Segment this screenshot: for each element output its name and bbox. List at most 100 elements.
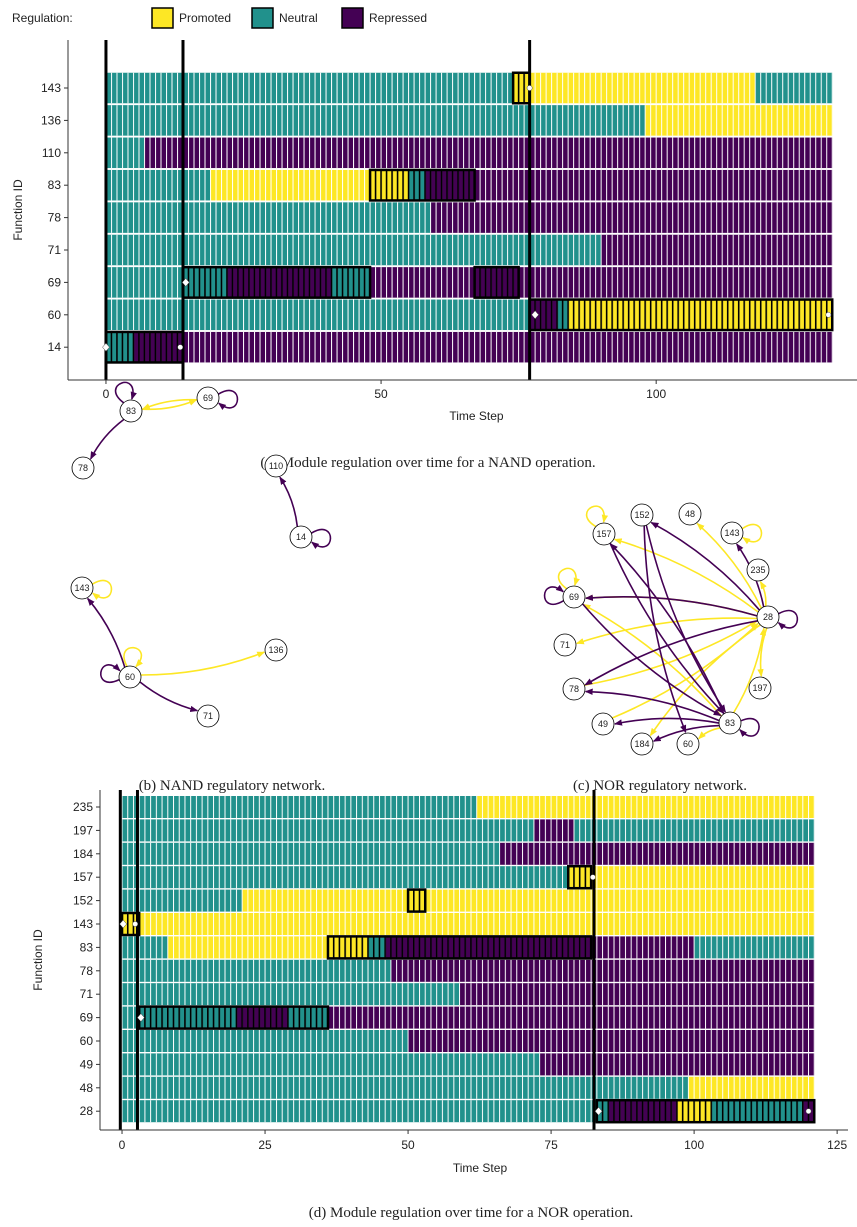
edge <box>90 418 125 460</box>
edge <box>652 724 720 742</box>
edge <box>585 505 609 528</box>
y-tick-label: 49 <box>80 1057 94 1071</box>
y-tick-label: 60 <box>80 1034 94 1048</box>
x-tick-label: 0 <box>103 387 110 401</box>
node-label: 136 <box>268 645 283 655</box>
node-label: 143 <box>724 528 739 538</box>
cell-stripes <box>122 866 815 889</box>
y-tick-label: 184 <box>73 847 93 861</box>
node <box>678 502 702 526</box>
edge <box>759 580 767 607</box>
edge <box>99 663 121 683</box>
cell-stripes <box>122 1030 815 1052</box>
node-label: 71 <box>560 640 570 650</box>
marker-dot <box>132 921 139 927</box>
cell-stripes <box>105 72 833 104</box>
highlight-box <box>104 330 185 364</box>
node <box>562 585 586 609</box>
node <box>196 704 220 728</box>
node-label: 235 <box>750 565 765 575</box>
caption: (d) Module regulation over time for a NO… <box>309 1205 634 1221</box>
node-label: 78 <box>569 684 579 694</box>
node-label: 78 <box>78 463 88 473</box>
highlight-box <box>567 864 593 890</box>
y-axis-label: Function ID <box>11 179 25 241</box>
marker-dot <box>590 874 596 881</box>
marker-dot <box>526 85 533 91</box>
edge <box>217 389 239 411</box>
edge <box>696 522 763 609</box>
edge <box>543 584 565 606</box>
x-tick-label: 25 <box>258 1138 272 1152</box>
cell-stripes <box>122 1076 815 1099</box>
cell-stripes <box>105 105 833 136</box>
caption: (b) NAND regulatory network. <box>139 778 326 794</box>
edge <box>584 620 758 686</box>
cell-stripes <box>105 137 833 169</box>
node-label: 83 <box>725 718 735 728</box>
marker-dot <box>805 1108 812 1115</box>
cell-stripes <box>122 889 815 912</box>
node <box>592 522 616 546</box>
cell-stripes <box>105 234 833 266</box>
node <box>718 711 742 735</box>
node <box>748 676 772 700</box>
x-tick-label: 50 <box>401 1138 415 1152</box>
node <box>119 399 143 423</box>
marker-diamond <box>594 1106 603 1116</box>
y-tick-label: 71 <box>48 243 62 257</box>
node <box>70 576 94 600</box>
highlight-box <box>326 935 593 960</box>
edge <box>141 398 198 410</box>
node-label: 60 <box>683 739 693 749</box>
y-tick-label: 152 <box>73 894 93 908</box>
highlight-box <box>181 265 372 299</box>
legend-label: Promoted <box>179 11 231 25</box>
node-label: 110 <box>269 461 283 471</box>
edge <box>611 622 759 719</box>
highlight-box <box>473 265 520 299</box>
cell-stripes <box>122 913 815 935</box>
highlight-box <box>406 888 427 913</box>
edge <box>609 542 725 714</box>
node <box>591 712 615 736</box>
y-tick-label: 197 <box>73 823 93 837</box>
edge <box>139 681 199 713</box>
highlight-box <box>368 168 476 202</box>
legend-swatch <box>151 7 174 29</box>
edge <box>613 538 759 613</box>
y-tick-label: 60 <box>48 308 62 322</box>
y-tick-label: 235 <box>73 800 93 814</box>
node-label: 71 <box>203 711 213 721</box>
y-tick-label: 48 <box>80 1081 94 1095</box>
edge <box>739 717 760 738</box>
y-tick-label: 71 <box>80 987 94 1001</box>
y-tick-label: 69 <box>80 1011 94 1025</box>
edge <box>584 620 758 686</box>
edge <box>614 717 720 726</box>
cell-stripes <box>122 819 815 842</box>
node-label: 14 <box>296 532 306 542</box>
y-tick-label: 28 <box>80 1104 94 1118</box>
edge <box>609 543 725 715</box>
edge <box>91 579 113 601</box>
node <box>746 558 770 582</box>
edge <box>140 651 266 676</box>
legend-label: Repressed <box>369 11 427 25</box>
node-label: 69 <box>203 393 213 403</box>
edge <box>741 523 763 545</box>
y-tick-label: 143 <box>73 917 93 931</box>
marker-diamond <box>102 342 110 352</box>
highlight-box <box>595 1098 816 1124</box>
node-label: 28 <box>763 612 773 622</box>
edge <box>557 567 580 590</box>
node-label: 197 <box>752 683 767 693</box>
y-tick-label: 143 <box>41 81 61 95</box>
cell-stripes <box>105 202 833 233</box>
marker-diamond <box>137 1013 145 1022</box>
cell-stripes <box>122 959 815 982</box>
y-tick-label: 83 <box>80 940 94 954</box>
y-tick-label: 157 <box>73 870 93 884</box>
